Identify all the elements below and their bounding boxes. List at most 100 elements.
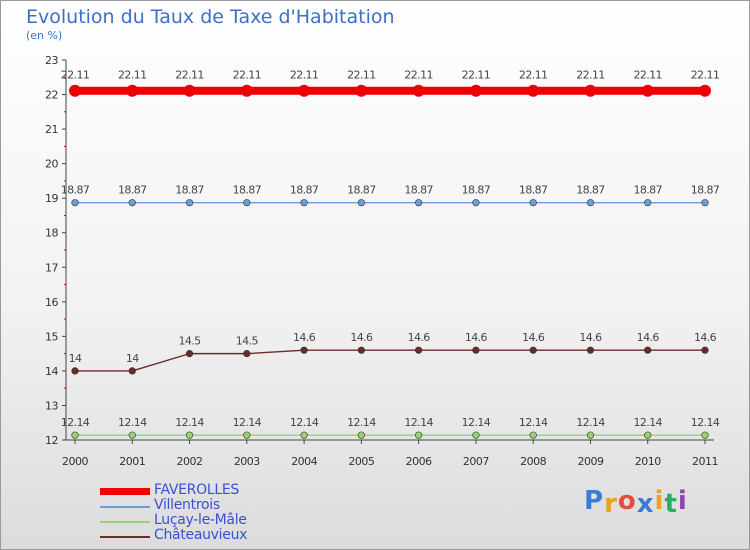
- y-tick-label: 23: [45, 54, 58, 67]
- data-point: [701, 199, 709, 207]
- data-point: [355, 84, 368, 97]
- data-point: [699, 84, 711, 97]
- data-point: [472, 346, 480, 354]
- data-label: 12.14: [404, 416, 433, 429]
- data-point: [300, 431, 308, 439]
- legend-swatch: [100, 506, 150, 508]
- data-point: [527, 84, 540, 97]
- data-point: [126, 84, 139, 97]
- data-point: [701, 346, 709, 354]
- data-label: 18.87: [118, 184, 147, 197]
- x-tick-label: 2000: [62, 455, 88, 468]
- logo-letter: i: [654, 486, 665, 516]
- data-point: [185, 350, 194, 358]
- data-label: 18.87: [633, 184, 662, 197]
- data-label: 12.14: [118, 416, 147, 429]
- data-point: [357, 346, 365, 354]
- data-label: 18.87: [691, 184, 720, 197]
- data-point: [69, 84, 81, 97]
- data-point: [529, 431, 537, 439]
- x-tick-label: 2001: [119, 455, 145, 468]
- data-label: 14.6: [350, 331, 373, 344]
- data-label: 12.14: [519, 416, 548, 429]
- data-point: [357, 431, 365, 439]
- logo-letter: P: [584, 486, 605, 516]
- data-point: [644, 346, 652, 354]
- data-label: 14.6: [522, 331, 545, 344]
- y-tick-label: 20: [45, 158, 58, 171]
- data-label: 18.87: [576, 184, 605, 197]
- data-label: 22.11: [233, 69, 262, 82]
- series-line-3: [75, 349, 705, 372]
- x-tick-label: 2006: [406, 455, 432, 468]
- data-label: 14.6: [637, 331, 660, 344]
- data-label: 18.87: [519, 184, 548, 197]
- data-point: [357, 199, 365, 207]
- y-tick-label: 22: [45, 89, 58, 102]
- y-tick-label: 13: [45, 399, 58, 412]
- data-label: 22.11: [576, 69, 605, 82]
- data-label: 18.87: [347, 184, 376, 197]
- data-label: 22.11: [633, 69, 662, 82]
- data-label: 18.87: [61, 184, 90, 197]
- data-point: [128, 199, 136, 207]
- data-point: [472, 199, 480, 207]
- data-point: [185, 431, 194, 439]
- data-label: 12.14: [61, 416, 90, 429]
- data-label: 12.14: [290, 416, 319, 429]
- data-label: 14.6: [293, 331, 316, 344]
- y-tick-label: 16: [45, 296, 58, 309]
- data-label: 14: [69, 352, 82, 365]
- data-label: 12.14: [462, 416, 491, 429]
- logo-letter: o: [617, 486, 637, 516]
- data-label: 22.11: [347, 69, 376, 82]
- data-point: [71, 367, 79, 375]
- logo-letter: x: [636, 489, 655, 519]
- chart-subtitle: (en %): [26, 29, 63, 42]
- data-label: 12.14: [576, 416, 605, 429]
- data-label: 22.11: [519, 69, 548, 82]
- data-label: 22.11: [118, 69, 147, 82]
- data-point: [300, 199, 308, 207]
- data-point: [243, 431, 251, 439]
- data-label: 14.6: [408, 331, 431, 344]
- data-label: 12.14: [175, 416, 204, 429]
- data-point: [128, 431, 136, 439]
- y-tick-label: 21: [45, 123, 58, 136]
- legend-item: FAVEROLLES: [100, 482, 320, 499]
- data-point: [641, 84, 654, 97]
- legend-item: Châteauvieux: [100, 527, 320, 544]
- data-label: 18.87: [462, 184, 491, 197]
- data-label: 14.6: [579, 331, 602, 344]
- proxiti-logo: Proxiti: [584, 486, 688, 519]
- data-point: [701, 431, 709, 439]
- data-label: 18.87: [404, 184, 433, 197]
- data-point: [185, 199, 194, 207]
- data-point: [243, 350, 251, 358]
- data-label: 18.87: [233, 184, 262, 197]
- x-tick-label: 2009: [577, 455, 603, 468]
- data-point: [472, 431, 480, 439]
- y-tick-label: 18: [45, 227, 58, 240]
- data-point: [469, 84, 482, 97]
- y-tick-label: 14: [45, 365, 58, 378]
- legend-swatch: [100, 521, 150, 523]
- y-tick-label: 15: [45, 330, 58, 343]
- legend-label: FAVEROLLES: [154, 482, 239, 498]
- data-point: [529, 346, 537, 354]
- x-tick-label: 2003: [234, 455, 260, 468]
- legend-label: Châteauvieux: [154, 527, 248, 543]
- x-tick-label: 2010: [635, 455, 661, 468]
- data-point: [586, 346, 595, 354]
- data-label: 22.11: [404, 69, 433, 82]
- data-label: 14.5: [178, 335, 201, 348]
- legend-label: Luçay-le-Mâle: [154, 512, 247, 528]
- data-point: [300, 346, 308, 354]
- data-label: 14.6: [465, 331, 488, 344]
- data-point: [415, 431, 423, 439]
- data-label: 14: [126, 352, 139, 365]
- data-label: 14.5: [236, 335, 259, 348]
- y-tick-label: 19: [45, 192, 58, 205]
- legend-item: Villentrois: [100, 497, 320, 514]
